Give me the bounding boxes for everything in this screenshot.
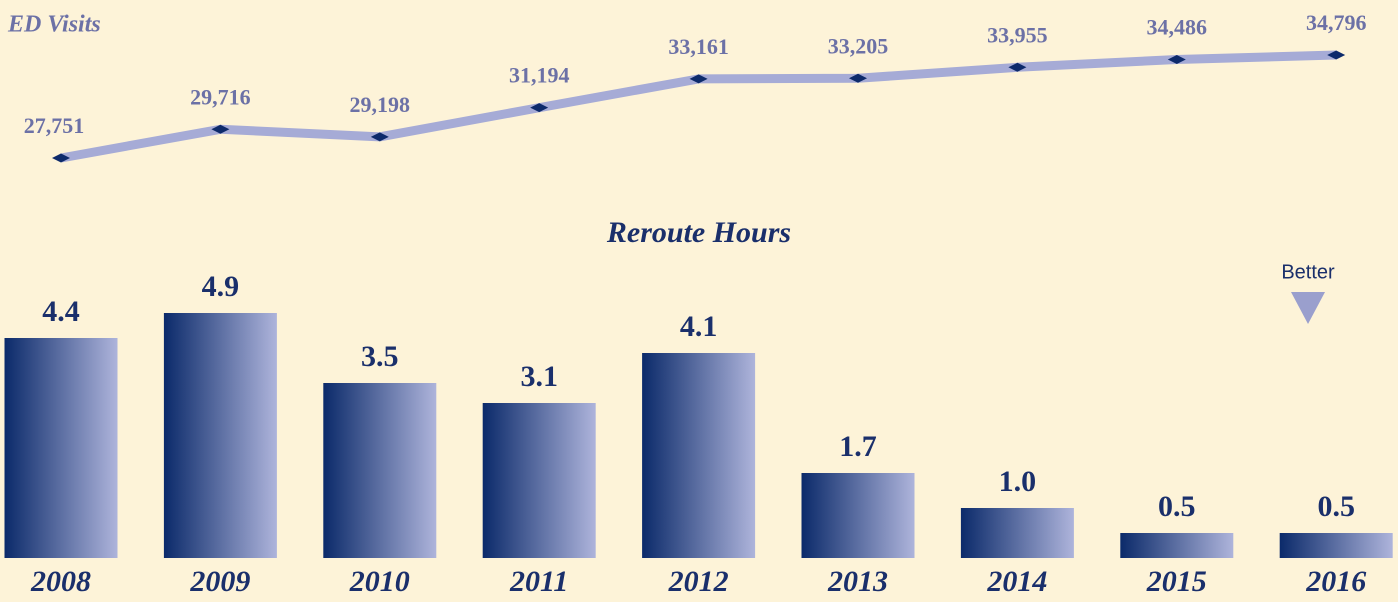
x-tick-label: 2014	[986, 565, 1047, 598]
marker	[52, 153, 70, 163]
bar-title: Reroute Hours	[606, 216, 791, 249]
value-label: 34,486	[1147, 15, 1208, 40]
value-label: 4.9	[202, 270, 240, 303]
arrow-icon	[1291, 292, 1325, 324]
marker	[689, 74, 708, 84]
value-label: 29,716	[190, 84, 251, 109]
bar	[801, 473, 915, 558]
value-label: 29,198	[350, 92, 411, 117]
value-label: 33,161	[668, 34, 729, 59]
x-tick-label: 2010	[349, 565, 410, 598]
bar	[1279, 533, 1393, 558]
bar	[163, 313, 277, 558]
x-tick-label: 2011	[509, 565, 568, 598]
value-label: 3.1	[520, 360, 558, 393]
bar	[4, 338, 118, 558]
bar	[323, 383, 437, 558]
bar	[482, 403, 596, 558]
value-label: 0.5	[1317, 490, 1355, 523]
bar	[642, 353, 756, 558]
value-label: 34,796	[1306, 10, 1367, 35]
value-label: 3.5	[361, 340, 399, 373]
value-label: 0.5	[1158, 490, 1196, 523]
value-label: 27,751	[24, 113, 85, 138]
marker	[1167, 55, 1186, 65]
x-tick-label: 2012	[668, 565, 729, 598]
marker	[1008, 62, 1027, 72]
bar	[960, 508, 1074, 558]
marker	[1327, 50, 1346, 60]
x-tick-label: 2016	[1305, 565, 1366, 598]
value-label: 31,194	[509, 63, 570, 88]
bar	[1120, 533, 1234, 558]
value-label: 1.0	[999, 465, 1037, 498]
marker	[849, 73, 867, 83]
value-label: 33,205	[828, 33, 889, 58]
x-tick-label: 2015	[1146, 565, 1207, 598]
x-tick-label: 2013	[827, 565, 888, 598]
marker	[370, 132, 389, 142]
value-label: 4.1	[680, 310, 718, 343]
value-label: 4.4	[42, 295, 80, 328]
line-title: ED Visits	[7, 12, 101, 38]
value-label: 33,955	[987, 22, 1048, 47]
x-tick-label: 2009	[189, 565, 250, 598]
marker	[530, 103, 549, 113]
value-label: 1.7	[839, 430, 877, 463]
x-tick-label: 2008	[30, 565, 91, 598]
marker	[211, 124, 230, 134]
annotation: Better	[1281, 261, 1335, 283]
